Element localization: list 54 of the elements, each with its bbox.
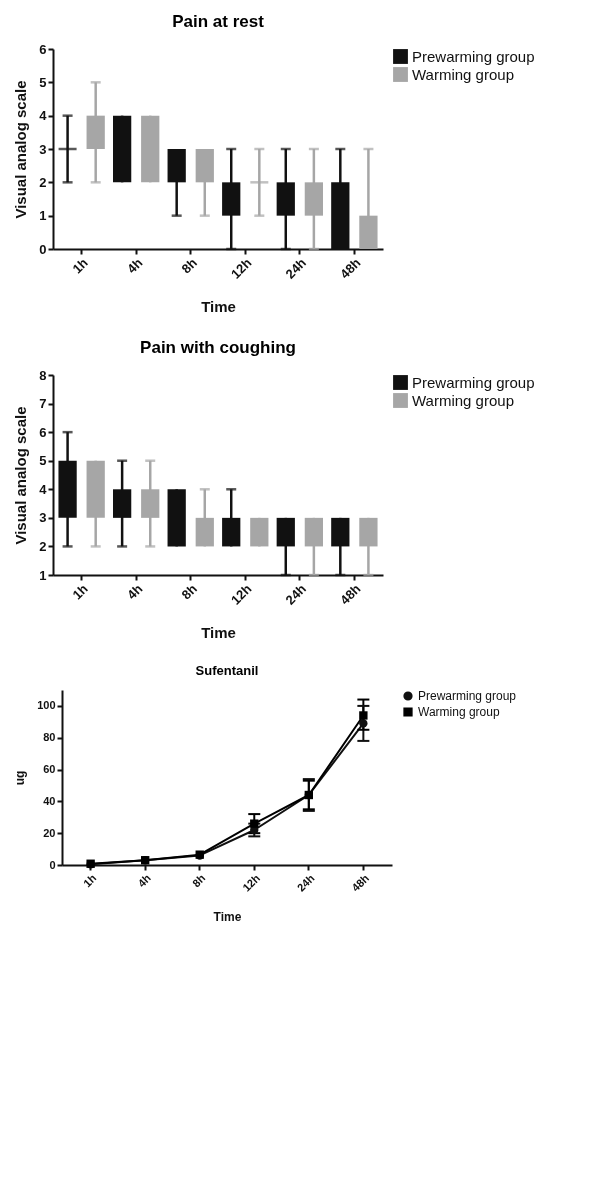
x-tick-label: 48h: [337, 581, 364, 608]
x-tick-label: 48h: [349, 871, 372, 894]
x-tick-label: 4h: [124, 581, 146, 603]
y-tick-label: 100: [37, 699, 56, 712]
y-tick-label: 60: [43, 763, 56, 776]
x-tick-label: 24h: [282, 255, 310, 282]
y-tick-label: 6: [39, 41, 47, 57]
legend-label: Prewarming group: [412, 373, 535, 391]
y-tick-label: 2: [39, 174, 47, 190]
x-tick-label: 1h: [69, 581, 91, 603]
x-tick-label: 12h: [228, 581, 255, 608]
x-tick-label: 12h: [240, 871, 263, 894]
y-tick-label: 0: [39, 241, 47, 257]
y-tick-label: 20: [43, 826, 56, 839]
x-axis-title: Time: [213, 909, 242, 924]
y-axis-title: Visual analog scale: [12, 406, 30, 545]
x-tick-label: 8h: [178, 255, 200, 277]
y-tick-label: 80: [43, 731, 56, 744]
y-tick-label: 5: [39, 74, 47, 90]
y-tick-label: 1: [39, 567, 47, 583]
legend-label: Warming group: [412, 65, 514, 83]
x-tick-label: 48h: [337, 255, 364, 282]
y-tick-label: 4: [39, 108, 48, 124]
legend-label: Warming group: [418, 705, 500, 719]
legend-label: Warming group: [412, 391, 514, 409]
y-tick-label: 8: [39, 367, 47, 383]
x-tick-label: 24h: [294, 871, 317, 894]
chart-title: Sufentanil: [195, 663, 259, 678]
x-tick-label: 1h: [69, 255, 91, 277]
x-axis-title: Time: [201, 297, 236, 315]
y-tick-label: 1: [39, 208, 47, 224]
y-axis-title: Visual analog scale: [12, 80, 30, 219]
x-tick-label: 24h: [282, 581, 310, 608]
y-tick-label: 6: [39, 424, 47, 440]
legend-label: Prewarming group: [412, 47, 535, 65]
y-tick-label: 0: [49, 858, 56, 871]
x-tick-label: 8h: [178, 581, 200, 603]
x-tick-label: 12h: [228, 255, 255, 282]
y-tick-label: 4: [39, 481, 48, 497]
y-tick-label: 2: [39, 538, 47, 554]
y-tick-label: 7: [39, 396, 47, 412]
chart-title: Pain with coughing: [140, 338, 296, 357]
chart-title: Pain at rest: [172, 12, 265, 31]
y-tick-label: 40: [43, 794, 56, 807]
y-axis-title: ug: [13, 770, 28, 786]
y-tick-label: 3: [39, 141, 47, 157]
x-axis-title: Time: [201, 623, 236, 641]
x-tick-label: 8h: [189, 871, 208, 890]
y-tick-label: 3: [39, 510, 47, 526]
legend-label: Prewarming group: [418, 689, 517, 703]
x-tick-label: 4h: [124, 255, 146, 277]
x-tick-label: 4h: [135, 871, 154, 890]
y-tick-label: 5: [39, 453, 47, 469]
x-tick-label: 1h: [80, 871, 99, 890]
